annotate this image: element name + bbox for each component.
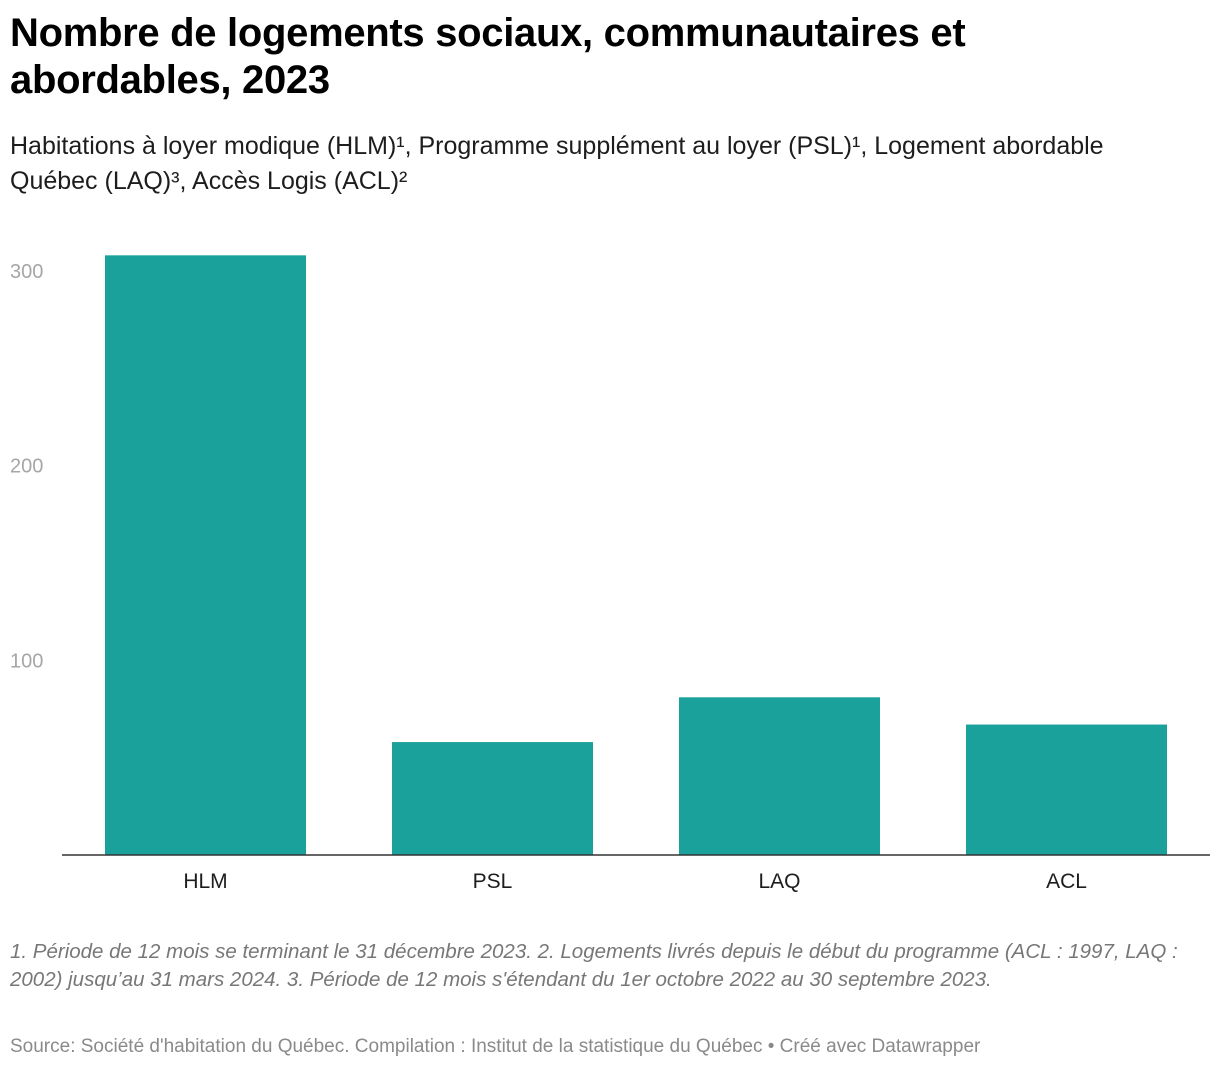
y-tick-label: 300: [10, 261, 43, 283]
x-label-psl: PSL: [473, 870, 513, 893]
source-credit: Source: Société d'habitation du Québec. …: [10, 1036, 981, 1057]
y-axis-ticks: 100 200 300: [10, 261, 43, 672]
chart-subtitle: Habitations à loyer modique (HLM)¹, Prog…: [10, 132, 1104, 195]
bar-chart: 100 200 300 HLM PSL LAQ ACL: [0, 230, 1220, 910]
y-tick-label: 100: [10, 650, 43, 672]
x-label-acl: ACL: [1046, 870, 1087, 893]
bar-acl: [966, 724, 1167, 855]
x-label-laq: LAQ: [758, 870, 800, 893]
chart-title: Nombre de logements sociaux, communautai…: [10, 11, 966, 102]
bar-chart-svg: 100 200 300 HLM PSL LAQ ACL: [10, 255, 1210, 893]
bars-group: [105, 255, 1167, 856]
x-axis-labels: HLM PSL LAQ ACL: [183, 870, 1087, 893]
y-tick-label: 200: [10, 456, 43, 478]
bar-laq: [679, 697, 880, 855]
bar-hlm: [105, 255, 306, 856]
x-label-hlm: HLM: [183, 870, 227, 893]
footnotes: 1. Période de 12 mois se terminant le 31…: [10, 940, 1178, 991]
bar-psl: [392, 742, 593, 855]
